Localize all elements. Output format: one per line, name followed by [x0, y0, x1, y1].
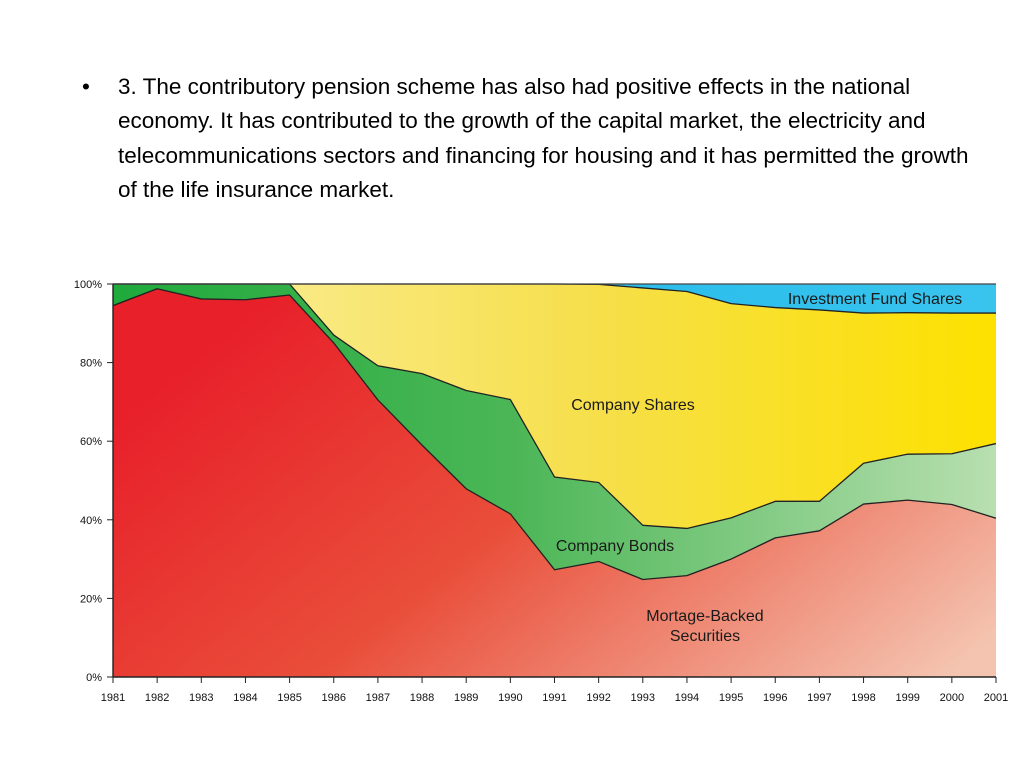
y-tick-label: 80%	[80, 358, 102, 370]
y-tick-label: 20%	[80, 593, 102, 605]
x-tick-label: 2001	[984, 692, 1008, 704]
x-tick-label: 1992	[586, 692, 610, 704]
x-tick-label: 1997	[807, 692, 831, 704]
y-tick-label: 100%	[74, 279, 102, 291]
x-tick-label: 1993	[631, 692, 655, 704]
bullet-marker: •	[82, 74, 90, 99]
x-tick-label: 1994	[675, 692, 699, 704]
x-tick-label: 1990	[498, 692, 522, 704]
x-tick-label: 1995	[719, 692, 743, 704]
label-mortgage-backed-securities: Mortage-Backed Securities	[646, 608, 763, 645]
bullet-item: • 3. The contributory pension scheme has…	[82, 70, 982, 207]
label-company-shares: Company Shares	[571, 397, 695, 414]
x-tick-label: 1998	[851, 692, 875, 704]
x-tick-label: 1985	[277, 692, 301, 704]
x-tick-label: 1999	[895, 692, 919, 704]
x-tick-label: 1982	[145, 692, 169, 704]
x-tick-label: 1996	[763, 692, 787, 704]
x-tick-label: 1988	[410, 692, 434, 704]
x-tick-label: 1987	[366, 692, 390, 704]
y-tick-label: 0%	[86, 672, 102, 684]
label-investment-fund-shares: Investment Fund Shares	[788, 291, 962, 308]
y-tick-label: 40%	[80, 515, 102, 527]
line-mortgage-backed-securities	[112, 288, 997, 581]
x-tick-label: 1983	[189, 692, 213, 704]
bullet-text: 3. The contributory pension scheme has a…	[118, 74, 969, 202]
x-tick-label: 1989	[454, 692, 478, 704]
x-tick-label: 1991	[542, 692, 566, 704]
x-tick-label: 1984	[233, 692, 257, 704]
area-investment-fund-shares	[113, 284, 996, 314]
area-company-bonds	[113, 284, 996, 580]
x-tick-label: 1981	[101, 692, 125, 704]
x-tick-label: 1986	[322, 692, 346, 704]
label-company-bonds: Company Bonds	[556, 538, 674, 555]
area-company-shares	[113, 284, 996, 529]
area-mortgage-backed-securities	[113, 288, 996, 677]
x-tick-label: 2000	[940, 692, 964, 704]
slide-text: • 3. The contributory pension scheme has…	[82, 70, 982, 207]
y-tick-label: 60%	[80, 436, 102, 448]
